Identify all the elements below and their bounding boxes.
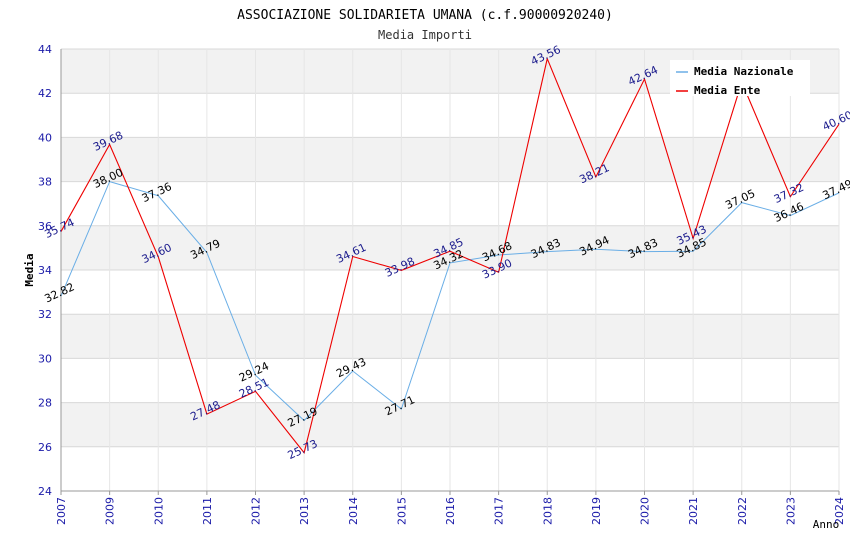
x-tick-label: 2018 (541, 497, 554, 525)
legend: Media Nazionale Media Ente (670, 60, 810, 97)
y-tick-label: 34 (38, 264, 52, 277)
x-tick-label: 2011 (201, 497, 214, 525)
x-tick-label: 2019 (590, 497, 603, 525)
series-line-media-ente (60, 56, 840, 454)
x-tick-label: 2010 (152, 497, 165, 525)
x-tick-label: 2016 (444, 497, 457, 525)
plot-area: 24 26 28 30 32 34 36 38 40 42 44 2007 2009 2010 2011 20… (38, 43, 850, 525)
y-tick-label: 42 (38, 87, 52, 100)
y-tick-label: 36 (38, 220, 52, 233)
legend-label-ente: Media Ente (694, 84, 761, 97)
chart-title: ASSOCIAZIONE SOLIDARIETA UMANA (c.f.9000… (237, 8, 613, 23)
y-axis-label: Media (23, 253, 36, 286)
x-tick-label: 2017 (493, 497, 506, 525)
y-tick-label: 44 (38, 43, 52, 56)
legend-box (670, 60, 810, 96)
y-tick-label: 38 (38, 176, 52, 189)
y-tick-label: 28 (38, 397, 52, 410)
y-tick-label: 26 (38, 441, 52, 454)
x-tick-label: 2015 (395, 497, 408, 525)
x-axis-label: Anno (813, 518, 840, 531)
y-tick-label: 40 (38, 131, 52, 144)
x-tick-label: 2007 (55, 497, 68, 525)
x-tick-label: 2012 (250, 497, 263, 525)
chart-subtitle: Media Importi (378, 28, 472, 42)
y-tick-label: 30 (38, 352, 52, 365)
y-tick-label: 32 (38, 308, 52, 321)
x-tick-label: 2009 (104, 497, 117, 525)
x-tick-label: 2013 (298, 497, 311, 525)
x-tick-label: 2014 (347, 497, 360, 525)
x-tick-label: 2020 (639, 497, 652, 525)
x-tick-label: 2024 (833, 497, 846, 525)
legend-label-nazionale: Media Nazionale (694, 65, 794, 78)
series-line-media-nazionale (60, 180, 840, 422)
x-tick-label: 2021 (687, 497, 700, 525)
y-tick-label: 24 (38, 485, 52, 498)
x-tick-label: 2022 (736, 497, 749, 525)
x-tick-label: 2023 (784, 497, 797, 525)
